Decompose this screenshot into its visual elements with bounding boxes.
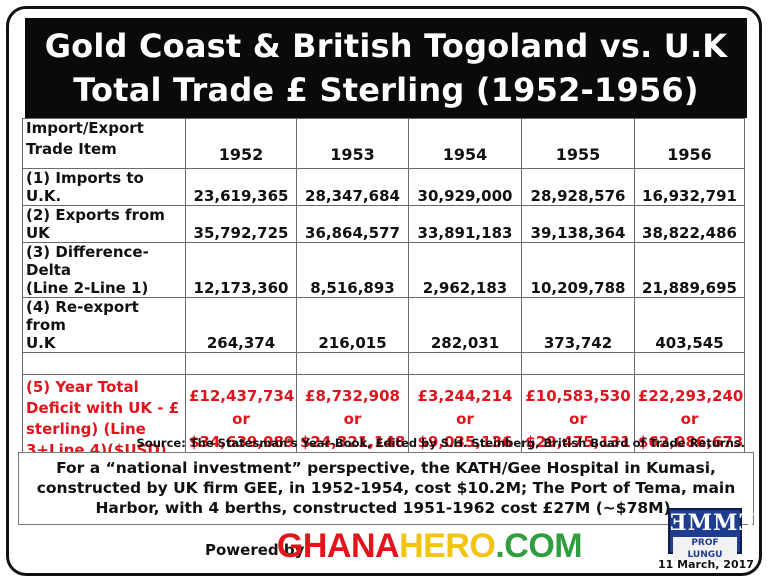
empty-cell	[634, 352, 745, 375]
header-label-cell: Import/Export Trade Item	[22, 118, 186, 169]
header-label-line-2: Trade Item	[26, 140, 117, 158]
table-cell: 403,545	[634, 297, 745, 353]
row-label-line: (4) Re-export from	[26, 298, 139, 335]
empty-cell	[521, 352, 635, 375]
table-cell: 264,374	[185, 297, 297, 353]
source-citation: Source: The Statesman's Year-Book, Edite…	[136, 436, 745, 450]
table-cell: 2,962,183	[408, 242, 522, 298]
empty-cell	[408, 352, 522, 375]
table-row-imports: (1) Imports to U.K. 23,619,365 28,347,68…	[22, 168, 745, 206]
table-cell: 30,929,000	[408, 168, 522, 206]
table-cell: 8,516,893	[296, 242, 409, 298]
row-label-line: (3) Difference-Delta	[26, 243, 149, 280]
trade-table: Import/Export Trade Item 1952 1953 1954 …	[22, 118, 745, 465]
publish-date: 11 March, 2017	[658, 558, 754, 571]
table-cell: 33,891,183	[408, 205, 522, 243]
row-label: (1) Imports to U.K.	[22, 168, 186, 206]
table-row-difference: (3) Difference-Delta (Line 2-Line 1) 12,…	[22, 242, 745, 298]
deficit-or: or	[232, 410, 250, 428]
logo-caption: PROF LUNGU	[673, 537, 737, 561]
table-row-spacer	[22, 352, 745, 375]
deficit-or: or	[456, 410, 474, 428]
row-label: (4) Re-export from U.K	[22, 297, 186, 353]
empty-cell	[22, 352, 186, 375]
year-header: 1955	[521, 118, 635, 169]
deficit-usd: $34,639,089	[189, 433, 295, 451]
table-cell: 38,822,486	[634, 205, 745, 243]
deficit-cell: £22,293,240 or $62,086,673	[634, 374, 745, 465]
deficit-gbp: £10,583,530	[525, 387, 631, 405]
deficit-usd: $29,475,131	[525, 433, 631, 451]
table-cell: 12,173,360	[185, 242, 297, 298]
brand-part-3: .COM	[495, 526, 583, 565]
investment-note: For a “national investment” perspective,…	[18, 452, 754, 525]
deficit-or: or	[343, 410, 362, 428]
deficit-cell: £10,583,530 or $29,475,131	[521, 374, 635, 465]
row-label-line: (5) Year Total	[26, 378, 139, 396]
deficit-cell: £12,437,734 or $34,639,089	[185, 374, 297, 465]
row-label-line: sterling) (Line	[26, 420, 146, 438]
deficit-gbp: £22,293,240	[638, 387, 744, 405]
table-row-reexport: (4) Re-export from U.K 264,374 216,015 2…	[22, 297, 745, 353]
ghanahero-brand: GHANA HERO .COM	[277, 526, 583, 565]
table-cell: 10,209,788	[521, 242, 635, 298]
title-line-1: Gold Coast & British Togoland vs. U.K	[44, 27, 728, 65]
deficit-cell: £3,244,214 or $9,035,136	[408, 374, 522, 465]
table-cell: 216,015	[296, 297, 409, 353]
deficit-usd: $9,035,136	[417, 433, 513, 451]
row-label-line: (Line 2-Line 1)	[26, 279, 149, 297]
table-cell: 28,347,684	[296, 168, 409, 206]
table-cell: 28,928,576	[521, 168, 635, 206]
row-label: (5) Year Total Deficit with UK - £ sterl…	[22, 374, 186, 465]
year-header: 1952	[185, 118, 297, 169]
row-label: (2) Exports from UK	[22, 205, 186, 243]
deficit-or: or	[569, 410, 587, 428]
table-row-deficit: (5) Year Total Deficit with UK - £ sterl…	[22, 374, 745, 465]
year-header: 1953	[296, 118, 409, 169]
table-cell: 35,792,725	[185, 205, 297, 243]
row-label-line: Deficit with UK - £	[26, 399, 180, 417]
brand-part-1: GHANA	[276, 526, 400, 565]
deficit-gbp: £3,244,214	[417, 387, 513, 405]
title-banner: Gold Coast & British Togoland vs. U.K To…	[25, 18, 747, 118]
table-cell: 373,742	[521, 297, 635, 353]
table-cell: 36,864,577	[296, 205, 409, 243]
header-label-line-1: Import/Export	[26, 119, 144, 138]
year-header: 1956	[634, 118, 745, 169]
deficit-usd: $62,086,673	[638, 433, 744, 451]
logo-mark: ƎMMƎ	[670, 510, 757, 536]
slide-frame	[6, 6, 762, 576]
table-cell: 21,889,695	[634, 242, 745, 298]
row-label: (3) Difference-Delta (Line 2-Line 1)	[22, 242, 186, 298]
deficit-usd: $24,321,148	[300, 433, 406, 451]
table-cell: 39,138,364	[521, 205, 635, 243]
title-line-2: Total Trade £ Sterling (1952-1956)	[73, 71, 699, 109]
note-line-2: constructed by UK firm GEE, in 1952-1954…	[36, 479, 736, 497]
empty-cell	[185, 352, 297, 375]
note-line-1: For a “national investment” perspective,…	[56, 459, 716, 477]
year-header: 1954	[408, 118, 522, 169]
table-cell: 282,031	[408, 297, 522, 353]
deficit-gbp: £12,437,734	[189, 387, 295, 405]
row-label-line: U.K	[26, 334, 56, 352]
empty-cell	[296, 352, 409, 375]
table-row-exports: (2) Exports from UK 35,792,725 36,864,57…	[22, 205, 745, 243]
brand-part-2: HERO	[399, 526, 496, 565]
powered-by-label: Powered by:	[205, 541, 311, 559]
table-cell: 23,619,365	[185, 168, 297, 206]
table-header-row: Import/Export Trade Item 1952 1953 1954 …	[22, 118, 745, 169]
deficit-cell: £8,732,908 or $24,321,148	[296, 374, 409, 465]
note-line-3: Harbor, with 4 berths, constructed 1951-…	[95, 499, 677, 517]
deficit-or: or	[680, 410, 699, 428]
prof-lungu-logo: ƎMMƎ PROF LUNGU	[668, 508, 757, 561]
deficit-gbp: £8,732,908	[305, 387, 400, 405]
table-cell: 16,932,791	[634, 168, 745, 206]
